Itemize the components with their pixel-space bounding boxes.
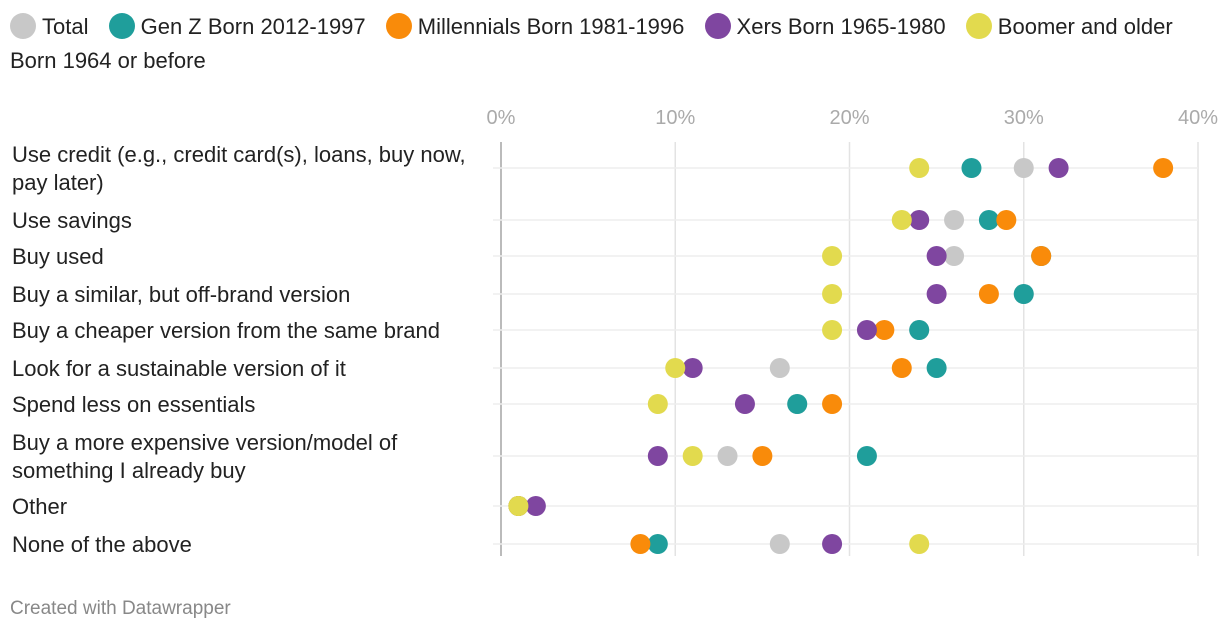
data-point [822, 284, 843, 304]
data-point [1031, 246, 1052, 266]
data-point [926, 284, 947, 304]
data-point [769, 534, 790, 554]
data-point [978, 284, 999, 304]
category-label: None of the above [12, 532, 192, 557]
category-label: Buy a more expensive version/model of som… [12, 430, 398, 483]
data-point [961, 158, 982, 178]
data-point [909, 210, 930, 230]
data-point [508, 496, 529, 516]
data-point [1153, 158, 1174, 178]
footer-credit: Created with Datawrapper [10, 598, 231, 619]
data-point [891, 358, 912, 378]
data-point [769, 358, 790, 378]
legend-item: Total [10, 13, 89, 39]
category-label: Other [12, 494, 67, 519]
legend-label: Total [42, 14, 89, 39]
data-point [1013, 284, 1034, 304]
x-tick-label: 30% [1004, 107, 1044, 129]
category-label: Spend less on essentials [12, 392, 255, 417]
data-point [926, 358, 947, 378]
data-point [525, 496, 546, 516]
data-point [630, 534, 651, 554]
data-point [647, 446, 668, 466]
x-tick-label: 40% [1178, 107, 1218, 129]
data-point [822, 534, 843, 554]
data-point [996, 210, 1017, 230]
data-point [909, 534, 930, 554]
data-point [926, 246, 947, 266]
data-point [647, 394, 668, 414]
data-point [682, 358, 703, 378]
data-point [734, 394, 755, 414]
category-label: Buy used [12, 244, 104, 269]
legend: Total Gen Z Born 2012-1997 Millennials B… [10, 10, 1210, 78]
legend-swatch [108, 13, 135, 39]
data-point [822, 320, 843, 340]
legend-label: Xers Born 1965-1980 [736, 14, 946, 39]
legend-item: Gen Z Born 2012-1997 [108, 13, 366, 39]
data-point [647, 534, 668, 554]
data-point [891, 210, 912, 230]
legend-label: Gen Z Born 2012-1997 [140, 14, 366, 39]
legend-label: Boomer and older Born 1964 or before [10, 14, 1173, 73]
legend-swatch [704, 13, 731, 39]
category-label: Use credit (e.g., credit card(s), loans,… [12, 142, 466, 195]
x-tick-label: 20% [829, 107, 869, 129]
category-label: Buy a cheaper version from the same bran… [12, 318, 440, 343]
legend-item: Xers Born 1965-1980 [704, 13, 946, 39]
legend-label: Millennials Born 1981-1996 [417, 14, 685, 39]
data-point [822, 246, 843, 266]
data-point [944, 246, 965, 266]
data-point [787, 394, 808, 414]
data-point [665, 358, 686, 378]
legend-swatch [385, 13, 412, 39]
data-point [856, 320, 877, 340]
legend-item: Boomer and older Born 1964 or before [10, 13, 1173, 73]
x-tick-label: 10% [655, 107, 695, 129]
legend-swatch [10, 13, 36, 39]
data-point [1048, 158, 1069, 178]
legend-item: Millennials Born 1981-1996 [385, 13, 685, 39]
x-tick-label: 0% [487, 107, 516, 129]
data-point [909, 158, 930, 178]
data-point [909, 320, 930, 340]
data-point [944, 210, 965, 230]
data-point [822, 394, 843, 414]
data-point [752, 446, 773, 466]
data-point [856, 446, 877, 466]
legend-swatch [965, 13, 992, 39]
data-point [874, 320, 895, 340]
category-label: Look for a sustainable version of it [12, 356, 346, 381]
category-label: Buy a similar, but off-brand version [12, 282, 350, 307]
data-point [682, 446, 703, 466]
data-point [978, 210, 999, 230]
data-point [717, 446, 738, 466]
category-label: Use savings [12, 208, 132, 233]
data-point [1013, 158, 1034, 178]
